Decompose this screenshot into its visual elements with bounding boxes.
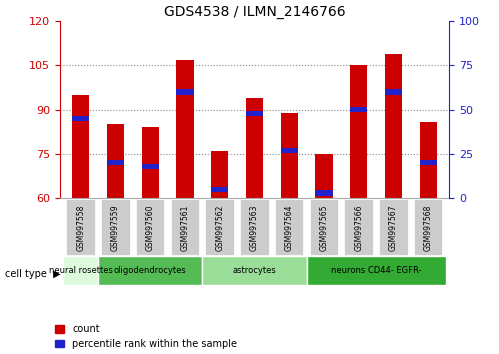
Bar	[280, 148, 298, 153]
FancyBboxPatch shape	[203, 256, 306, 285]
Bar	[176, 59, 194, 198]
Text: GSM997563: GSM997563	[250, 204, 259, 251]
Text: GSM997562: GSM997562	[215, 204, 224, 251]
Bar	[385, 89, 402, 95]
FancyBboxPatch shape	[63, 256, 98, 285]
FancyBboxPatch shape	[98, 256, 203, 285]
FancyBboxPatch shape	[379, 199, 408, 256]
Bar	[72, 116, 89, 121]
Text: GSM997564: GSM997564	[285, 204, 294, 251]
Bar	[107, 125, 124, 198]
Bar	[280, 113, 298, 198]
Bar	[246, 110, 263, 116]
Text: neural rosettes: neural rosettes	[49, 266, 113, 275]
Bar	[420, 160, 437, 166]
Bar	[142, 164, 159, 169]
Text: cell type  ▶: cell type ▶	[5, 269, 60, 279]
Text: GSM997560: GSM997560	[146, 204, 155, 251]
Bar	[211, 187, 229, 192]
Text: oligodendrocytes: oligodendrocytes	[114, 266, 187, 275]
FancyBboxPatch shape	[101, 199, 130, 256]
Bar	[315, 154, 333, 198]
Bar	[107, 160, 124, 166]
Text: GSM997559: GSM997559	[111, 204, 120, 251]
Title: GDS4538 / ILMN_2146766: GDS4538 / ILMN_2146766	[164, 5, 345, 19]
FancyBboxPatch shape	[136, 199, 165, 256]
Bar	[72, 95, 89, 198]
Text: GSM997558: GSM997558	[76, 204, 85, 251]
Text: GSM997565: GSM997565	[319, 204, 328, 251]
FancyBboxPatch shape	[414, 199, 443, 256]
Text: GSM997568: GSM997568	[424, 204, 433, 251]
FancyBboxPatch shape	[171, 199, 199, 256]
Text: GSM997561: GSM997561	[181, 204, 190, 251]
Bar	[315, 190, 333, 195]
Bar	[420, 121, 437, 198]
Text: GSM997566: GSM997566	[354, 204, 363, 251]
FancyBboxPatch shape	[275, 199, 303, 256]
Bar	[142, 127, 159, 198]
FancyBboxPatch shape	[66, 199, 95, 256]
Bar	[385, 54, 402, 198]
Text: neurons CD44- EGFR-: neurons CD44- EGFR-	[331, 266, 421, 275]
Text: astrocytes: astrocytes	[233, 266, 276, 275]
Bar	[246, 98, 263, 198]
FancyBboxPatch shape	[306, 256, 446, 285]
FancyBboxPatch shape	[310, 199, 338, 256]
FancyBboxPatch shape	[344, 199, 373, 256]
Bar	[350, 107, 367, 113]
Bar	[176, 89, 194, 95]
FancyBboxPatch shape	[206, 199, 234, 256]
Bar	[350, 65, 367, 198]
Legend: count, percentile rank within the sample: count, percentile rank within the sample	[55, 324, 237, 349]
Text: GSM997567: GSM997567	[389, 204, 398, 251]
Bar	[211, 151, 229, 198]
FancyBboxPatch shape	[240, 199, 269, 256]
